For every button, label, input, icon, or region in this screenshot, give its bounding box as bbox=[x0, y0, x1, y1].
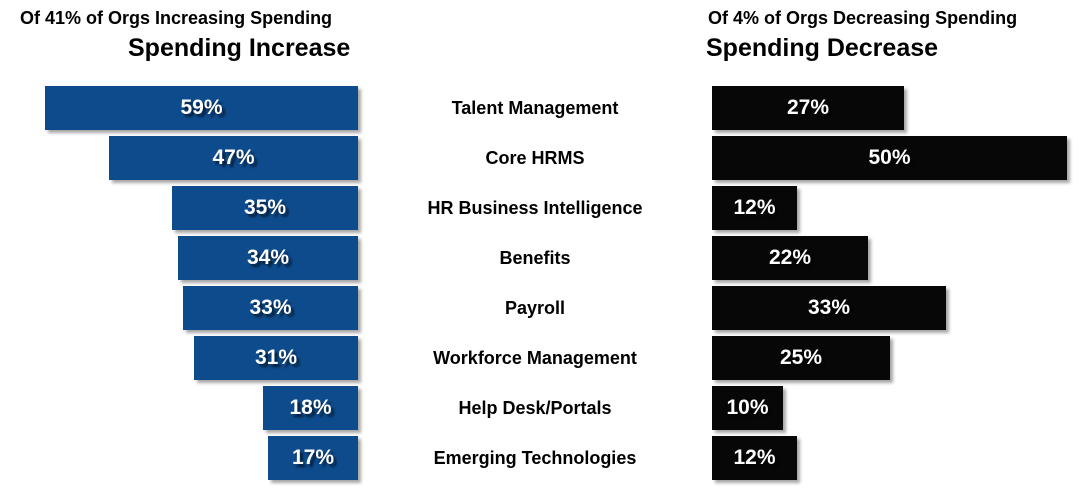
decrease-title: Spending Decrease bbox=[706, 34, 939, 62]
decrease-bar: 10% bbox=[712, 386, 783, 430]
increase-pane: 33% bbox=[0, 286, 358, 330]
increase-subtitle: Of 41% of Orgs Increasing Spending bbox=[20, 8, 333, 28]
increase-pane: 35% bbox=[0, 186, 358, 230]
decrease-value-label: 22% bbox=[768, 246, 812, 269]
increase-title: Spending Increase bbox=[128, 34, 351, 62]
increase-value-label: 18% bbox=[289, 396, 332, 419]
category-label: Benefits bbox=[499, 248, 571, 268]
increase-bar: 17% bbox=[268, 436, 358, 480]
decrease-value-label: 10% bbox=[726, 396, 769, 419]
increase-bar: 35% bbox=[172, 186, 358, 230]
decrease-pane: 50% bbox=[712, 136, 1085, 180]
category-label: Help Desk/Portals bbox=[458, 398, 612, 418]
category-pane: Workforce Management bbox=[358, 336, 712, 380]
decrease-bar: 22% bbox=[712, 236, 868, 280]
category-pane: Talent Management bbox=[358, 86, 712, 130]
decrease-pane: 12% bbox=[712, 436, 1085, 480]
chart-row: 47% Core HRMS 50% bbox=[0, 136, 1085, 186]
increase-bar: 33% bbox=[183, 286, 358, 330]
decrease-bar: 25% bbox=[712, 336, 890, 380]
category-pane: Payroll bbox=[358, 286, 712, 330]
category-label: Talent Management bbox=[451, 98, 619, 118]
decrease-value-label: 50% bbox=[868, 146, 911, 169]
increase-pane: 34% bbox=[0, 236, 358, 280]
chart-rows: 59% Talent Management 27% 47% Core HRMS 50% 35… bbox=[0, 86, 1085, 486]
category-label: HR Business Intelligence bbox=[427, 198, 643, 218]
decrease-subtitle: Of 4% of Orgs Decreasing Spending bbox=[708, 8, 1018, 28]
decrease-pane: 10% bbox=[712, 386, 1085, 430]
increase-pane: 31% bbox=[0, 336, 358, 380]
increase-pane: 47% bbox=[0, 136, 358, 180]
increase-bar: 34% bbox=[178, 236, 358, 280]
category-pane: Core HRMS bbox=[358, 136, 712, 180]
chart-row: 34% Benefits 22% bbox=[0, 236, 1085, 286]
increase-value-label: 33% bbox=[249, 296, 292, 319]
category-pane: Help Desk/Portals bbox=[358, 386, 712, 430]
chart-row: 31% Workforce Management 25% bbox=[0, 336, 1085, 386]
increase-pane: 17% bbox=[0, 436, 358, 480]
decrease-value-label: 33% bbox=[807, 296, 851, 319]
increase-value-label: 34% bbox=[246, 246, 290, 269]
decrease-pane: 33% bbox=[712, 286, 1085, 330]
increase-value-label: 35% bbox=[243, 196, 287, 219]
chart-row: 35% HR Business Intelligence 12% bbox=[0, 186, 1085, 236]
chart-row: 33% Payroll 33% bbox=[0, 286, 1085, 336]
category-label: Emerging Technologies bbox=[433, 448, 637, 468]
chart-row: 17% Emerging Technologies 12% bbox=[0, 436, 1085, 486]
decrease-value-label: 12% bbox=[733, 196, 776, 219]
category-pane: HR Business Intelligence bbox=[358, 186, 712, 230]
decrease-value-label: 27% bbox=[786, 96, 830, 119]
increase-pane: 59% bbox=[0, 86, 358, 130]
increase-value-label: 31% bbox=[254, 346, 298, 369]
decrease-bar: 33% bbox=[712, 286, 946, 330]
decrease-bar: 50% bbox=[712, 136, 1067, 180]
category-pane: Benefits bbox=[358, 236, 712, 280]
increase-bar: 18% bbox=[263, 386, 358, 430]
decrease-bar: 12% bbox=[712, 436, 797, 480]
increase-value-label: 59% bbox=[180, 96, 223, 119]
decrease-pane: 22% bbox=[712, 236, 1085, 280]
increase-value-label: 47% bbox=[212, 146, 255, 169]
increase-pane: 18% bbox=[0, 386, 358, 430]
increase-value-label: 17% bbox=[291, 446, 335, 469]
decrease-bar: 12% bbox=[712, 186, 797, 230]
decrease-bar: 27% bbox=[712, 86, 904, 130]
category-pane: Emerging Technologies bbox=[358, 436, 712, 480]
decrease-pane: 25% bbox=[712, 336, 1085, 380]
increase-bar: 59% bbox=[45, 86, 358, 130]
decrease-pane: 12% bbox=[712, 186, 1085, 230]
category-label: Workforce Management bbox=[433, 348, 637, 368]
category-label: Core HRMS bbox=[485, 148, 585, 168]
chart-row: 18% Help Desk/Portals 10% bbox=[0, 386, 1085, 436]
decrease-value-label: 25% bbox=[779, 346, 823, 369]
category-label: Payroll bbox=[504, 298, 566, 318]
increase-bar: 31% bbox=[194, 336, 358, 380]
decrease-pane: 27% bbox=[712, 86, 1085, 130]
decrease-value-label: 12% bbox=[733, 446, 776, 469]
chart-row: 59% Talent Management 27% bbox=[0, 86, 1085, 136]
increase-bar: 47% bbox=[109, 136, 358, 180]
